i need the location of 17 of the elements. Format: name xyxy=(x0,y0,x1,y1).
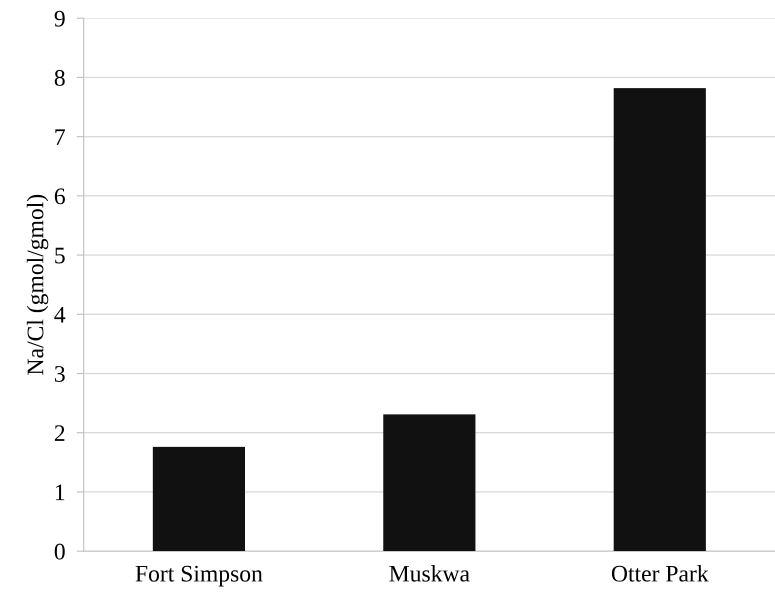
y-tick-label: 7 xyxy=(55,129,65,145)
y-tick-label: 2 xyxy=(54,425,64,441)
y-tick-label: 1 xyxy=(56,484,64,500)
y-tick-label: 8 xyxy=(54,70,65,86)
y-tick-label: 3 xyxy=(54,366,65,382)
y-tick-label: 9 xyxy=(54,10,65,27)
x-tick-label: Muskwa xyxy=(389,565,470,582)
y-tick-label: 6 xyxy=(54,188,65,204)
bar xyxy=(152,446,246,552)
y-tick-label: 4 xyxy=(54,306,66,322)
bar xyxy=(614,88,706,552)
y-axis-title: Na/Cl (gmol/gmol) xyxy=(26,194,48,375)
bar xyxy=(383,414,476,552)
x-tick-label: Fort Simpson xyxy=(136,566,263,586)
y-tick-label: 0 xyxy=(54,544,65,560)
y-tick-label: 5 xyxy=(55,248,65,264)
x-tick-label: Otter Park xyxy=(612,565,709,582)
